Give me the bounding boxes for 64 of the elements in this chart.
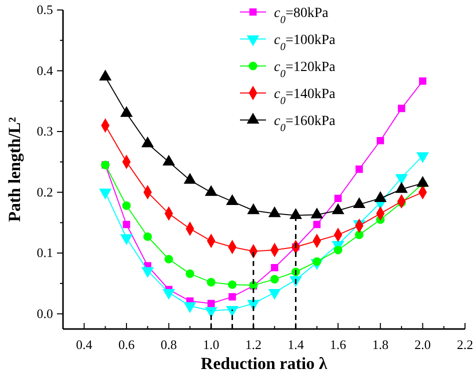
x-tick-label: 1.6 [330,337,347,352]
point [122,201,131,210]
point [184,173,196,184]
point [268,288,280,300]
x-tick-label: 1.8 [372,337,388,352]
point [334,246,342,254]
legend-label: c$_{0}$=160kPa [274,114,336,134]
point [184,302,196,313]
point [122,220,130,228]
point [398,104,406,112]
point [268,206,280,218]
point [120,106,132,117]
point [353,198,366,208]
point [205,307,217,318]
x-tick-label: 0.6 [118,337,136,352]
point [226,306,238,316]
point [248,204,260,214]
point [164,254,174,264]
y-tick-label: 0.4 [36,62,54,78]
point [332,204,344,214]
x-tick-label: 2.2 [456,337,474,352]
x-tick-label: 1.2 [245,337,262,352]
point [226,194,238,205]
point [356,166,363,173]
x-tick-label: 0.8 [160,337,177,352]
y-tick-label: 0.0 [36,306,53,321]
y-tick-label: 0.1 [36,245,53,260]
point [205,186,217,196]
legend-label: c$_{0}$=100kPa [274,33,336,52]
x-tick-label: 0.4 [76,337,93,352]
point [162,288,175,300]
point [270,264,278,272]
point [186,269,194,278]
point [162,155,175,166]
point [142,136,154,148]
point [334,194,342,202]
point [354,230,364,240]
point [228,280,237,289]
x-tick-label: 1.4 [288,337,304,352]
x-tick-label: 2.0 [414,337,431,352]
point [228,293,236,300]
point [374,192,386,202]
y-tick-label: 0.3 [36,124,53,139]
x-axis-title: Reduction ratio λ [200,354,328,373]
point [142,267,154,278]
y-tick-label: 0.5 [36,2,53,17]
x-tick-label: 1.0 [202,337,220,352]
point [270,274,279,284]
point [396,182,408,193]
y-tick-label: 0.2 [36,184,53,200]
point [419,77,426,85]
point [311,208,323,218]
point [416,176,429,187]
point [206,278,216,286]
legend-label: c$_{0}$=140kPa [274,87,336,106]
legend-label: c$_{0}$=120kPa [274,60,336,80]
point [99,70,112,80]
point [313,220,321,228]
y-axis-title: Path length/L² [5,117,24,222]
point [376,136,384,144]
legend-label: c$_{0}$=80kPa [274,6,330,26]
point [290,208,302,219]
point [143,232,152,241]
point [207,300,215,308]
